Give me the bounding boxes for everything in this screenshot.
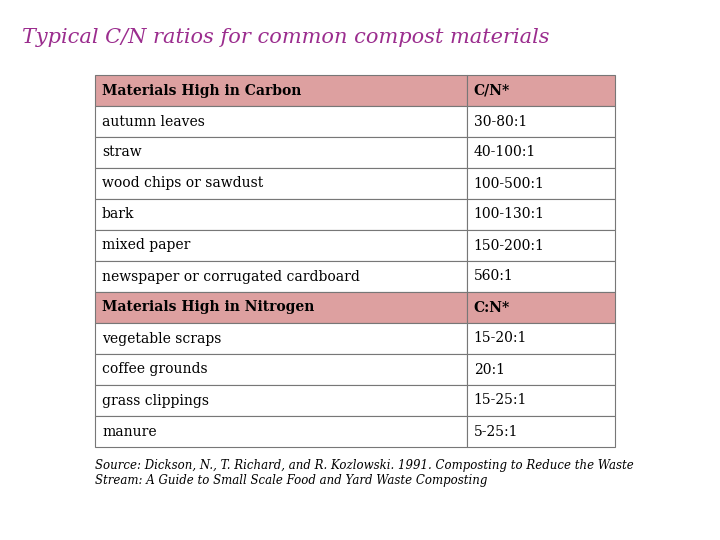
Bar [467,261,615,292]
Bar [95,416,467,447]
Text: C/N*: C/N* [474,84,510,98]
Bar [95,168,467,199]
Text: 150-200:1: 150-200:1 [474,239,544,253]
Bar [95,199,467,230]
Text: coffee grounds: coffee grounds [102,362,207,376]
Text: mixed paper: mixed paper [102,239,190,253]
Text: Materials High in Nitrogen: Materials High in Nitrogen [102,300,315,314]
Bar [95,385,467,416]
Text: 560:1: 560:1 [474,269,513,284]
Text: newspaper or corrugated cardboard: newspaper or corrugated cardboard [102,269,360,284]
Text: wood chips or sawdust: wood chips or sawdust [102,177,264,191]
Text: 5-25:1: 5-25:1 [474,424,518,438]
Bar [467,323,615,354]
Bar [467,354,615,385]
Text: bark: bark [102,207,135,221]
Text: 15-20:1: 15-20:1 [474,332,527,346]
Bar [95,354,467,385]
Text: vegetable scraps: vegetable scraps [102,332,221,346]
Text: manure: manure [102,424,157,438]
Text: 20:1: 20:1 [474,362,505,376]
Text: autumn leaves: autumn leaves [102,114,205,129]
Bar [95,106,467,137]
Text: 100-130:1: 100-130:1 [474,207,545,221]
Text: 30-80:1: 30-80:1 [474,114,527,129]
Bar [467,385,615,416]
Bar [467,416,615,447]
Text: 40-100:1: 40-100:1 [474,145,536,159]
Bar [95,75,467,106]
Bar [467,75,615,106]
Bar [467,199,615,230]
Text: 100-500:1: 100-500:1 [474,177,544,191]
Text: 15-25:1: 15-25:1 [474,394,527,408]
Bar [95,323,467,354]
Text: straw: straw [102,145,142,159]
Bar [95,137,467,168]
Text: Source: Dickson, N., T. Richard, and R. Kozlowski. 1991. Composting to Reduce th: Source: Dickson, N., T. Richard, and R. … [95,459,634,487]
Bar [467,137,615,168]
Text: grass clippings: grass clippings [102,394,209,408]
Text: C:N*: C:N* [474,300,510,314]
Bar [95,230,467,261]
Bar [95,292,467,323]
Bar [467,106,615,137]
Bar [467,292,615,323]
Bar [467,168,615,199]
Bar [467,230,615,261]
Text: Materials High in Carbon: Materials High in Carbon [102,84,302,98]
Text: Typical C/N ratios for common compost materials: Typical C/N ratios for common compost ma… [22,28,549,47]
Bar [95,261,467,292]
